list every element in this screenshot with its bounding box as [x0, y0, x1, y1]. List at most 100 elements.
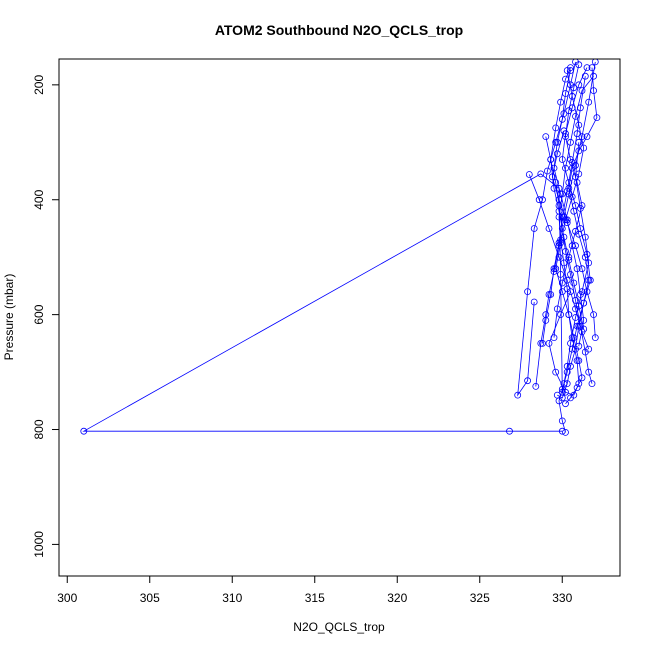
data-point — [539, 339, 546, 347]
data-point — [553, 138, 561, 146]
data-point — [567, 339, 574, 347]
data-point — [560, 380, 568, 388]
data-point — [565, 107, 573, 115]
data-point — [557, 98, 564, 106]
data-point — [558, 115, 566, 123]
data-point — [562, 90, 569, 97]
data-point — [560, 233, 568, 241]
data-point — [553, 391, 561, 399]
x-tick-label: 300 — [57, 591, 77, 605]
data-point — [550, 184, 558, 192]
data-point — [532, 382, 540, 390]
y-axis-label: Pressure (mbar) — [2, 274, 16, 361]
data-point — [573, 357, 581, 365]
series-4 — [553, 64, 601, 402]
series-1 — [545, 72, 597, 399]
data-point — [563, 362, 571, 370]
data-point — [575, 81, 583, 89]
data-point — [588, 380, 596, 388]
data-point — [544, 167, 551, 175]
data-point — [570, 334, 578, 342]
data-point — [557, 311, 564, 319]
y-tick-label: 1000 — [32, 531, 46, 558]
data-point — [575, 357, 583, 365]
data-point — [567, 138, 574, 146]
x-axis-label: N2O_QCLS_trop — [293, 620, 385, 634]
data-point — [558, 288, 566, 296]
data-point — [562, 133, 569, 141]
data-point — [542, 316, 550, 324]
data-point — [580, 316, 588, 324]
data-point — [567, 394, 574, 402]
y-tick-label: 600 — [32, 304, 46, 324]
data-point — [570, 207, 578, 215]
series-line — [553, 64, 583, 338]
data-point — [558, 388, 566, 396]
data-point — [575, 138, 583, 146]
data-point — [547, 156, 555, 163]
data-point — [558, 417, 566, 425]
data-point — [562, 428, 569, 436]
x-tick-label: 330 — [552, 591, 572, 605]
series-11 — [550, 61, 586, 342]
data-point — [572, 113, 579, 120]
data-point — [514, 391, 522, 399]
data-point — [555, 253, 563, 261]
data-point — [562, 400, 569, 408]
data-point — [537, 339, 545, 347]
data-point — [577, 204, 584, 212]
data-point — [578, 265, 586, 273]
data-point — [524, 377, 531, 385]
data-point — [575, 322, 583, 330]
data-point — [562, 247, 569, 255]
data-point — [580, 299, 588, 307]
data-point — [563, 276, 571, 284]
data-point — [590, 311, 597, 319]
plot-frame — [58, 58, 621, 577]
x-tick-label: 315 — [305, 591, 325, 605]
data-point — [550, 334, 558, 342]
y-tick-label: 200 — [32, 75, 46, 95]
data-point — [577, 104, 584, 112]
data-point — [573, 265, 581, 273]
data-point — [550, 164, 558, 172]
data-point — [585, 368, 593, 376]
x-axis: 300 305 310 315 320 325 330 — [57, 576, 573, 605]
data-point — [575, 380, 583, 388]
data-point — [530, 298, 538, 306]
data-point — [545, 339, 553, 347]
data-point — [567, 67, 574, 74]
data-point — [575, 147, 583, 155]
data-point — [567, 156, 574, 163]
data-point — [545, 225, 553, 232]
series-line — [528, 174, 590, 350]
data-point — [558, 427, 566, 435]
data-point — [578, 288, 586, 296]
series-line — [82, 142, 590, 432]
data-point — [565, 311, 573, 319]
data-point — [568, 242, 576, 250]
data-point — [585, 345, 593, 353]
series-9 — [539, 72, 589, 347]
data-point — [585, 276, 593, 284]
series-14 — [80, 138, 593, 435]
data-point — [583, 288, 591, 296]
data-point — [573, 130, 581, 138]
data-point — [572, 173, 579, 181]
data-point — [575, 342, 583, 350]
data-point — [553, 305, 561, 313]
series-line — [542, 76, 586, 344]
data-point — [572, 227, 579, 235]
data-point — [585, 259, 593, 267]
data-point — [570, 84, 578, 92]
data-point — [583, 64, 591, 71]
data-point — [558, 225, 566, 232]
data-point — [547, 291, 555, 298]
data-point — [572, 296, 579, 304]
data-point — [588, 64, 596, 71]
data-point — [552, 368, 560, 376]
y-axis: 200 400 600 800 1000 — [32, 75, 59, 558]
data-point — [580, 144, 588, 152]
data-point — [537, 170, 545, 178]
